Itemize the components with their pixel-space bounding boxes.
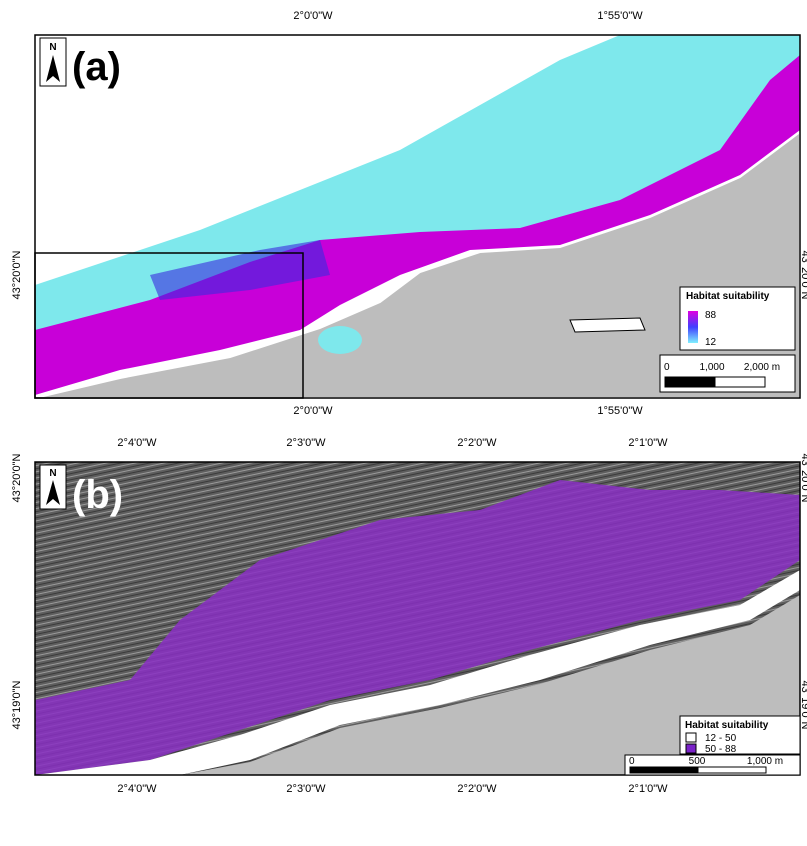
top-tick: 2°3'0"W [286,437,326,449]
scale-label: 1,000 [699,362,724,373]
top-tick: 2°0'0"W [293,10,333,22]
legend-item: 12 - 50 [705,733,737,744]
bottom-tick: 2°4'0"W [117,783,157,795]
top-tick: 2°4'0"W [117,437,157,449]
top-tick: 1°55'0"W [597,10,643,22]
right-tick: 43°20'0"N [799,251,807,300]
panel-label: (a) [72,45,121,89]
north-label: N [49,42,56,53]
right-tick: 43°20'0"N [799,454,807,503]
top-tick: 2°1'0"W [628,437,668,449]
legend-item: 12 [705,337,717,348]
scale-label: 0 [664,362,670,373]
bottom-tick: 1°55'0"W [597,405,643,417]
left-tick: 43°20'0"N [11,453,23,502]
scale-label: 0 [629,756,635,767]
scale-label: 500 [689,756,706,767]
north-label: N [49,468,56,479]
left-tick: 43°20'0"N [11,250,23,299]
legend-item: 50 - 88 [705,744,737,755]
scale-label: 1,000 m [747,756,783,767]
legend-title: Habitat suitability [686,291,770,302]
bottom-tick: 2°1'0"W [628,783,668,795]
left-tick: 43°19'0"N [11,680,23,729]
bottom-tick: 2°3'0"W [286,783,326,795]
bottom-tick: 2°2'0"W [457,783,497,795]
legend-title: Habitat suitability [685,720,769,731]
top-tick: 2°2'0"W [457,437,497,449]
bottom-tick: 2°0'0"W [293,405,333,417]
legend-item: 88 [705,310,717,321]
scale-label: 2,000 m [744,362,780,373]
panel-label: (b) [72,473,123,517]
figure: N (a) 2°0'0"W 1°55'0"W 2°0'0"W 1°55'0"W … [0,0,807,846]
